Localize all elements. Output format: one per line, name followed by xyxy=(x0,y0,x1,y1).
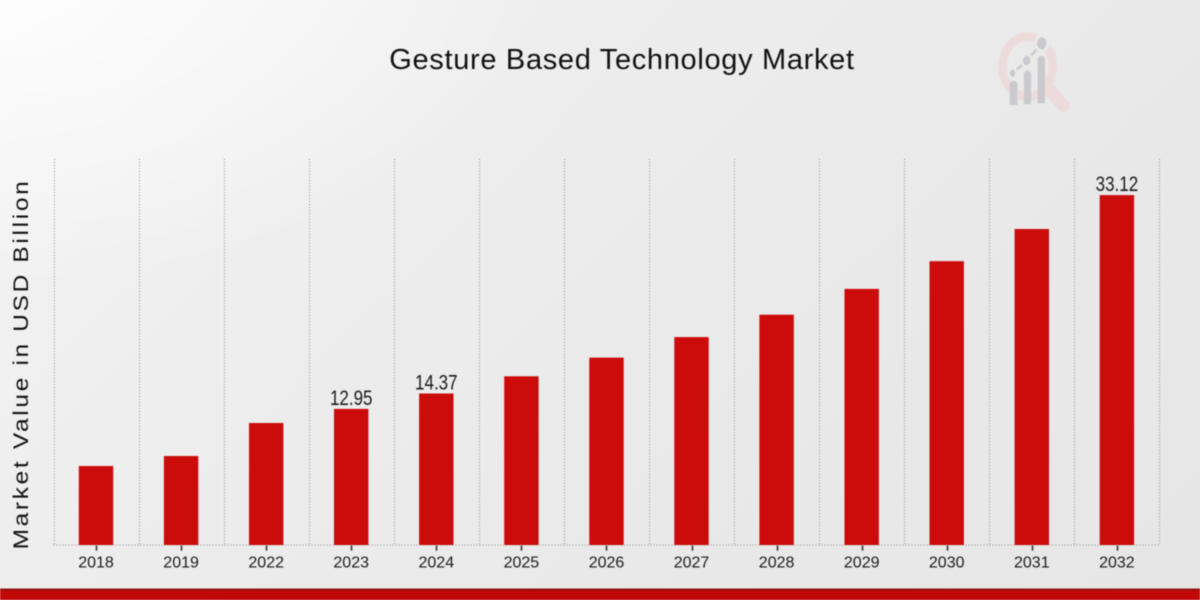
svg-text:2028: 2028 xyxy=(759,555,795,572)
svg-text:2022: 2022 xyxy=(248,555,284,572)
svg-text:33.12: 33.12 xyxy=(1096,173,1139,196)
svg-text:2019: 2019 xyxy=(163,555,199,572)
svg-text:2024: 2024 xyxy=(419,555,455,572)
svg-text:2018: 2018 xyxy=(78,555,114,572)
svg-text:2031: 2031 xyxy=(1014,555,1050,572)
svg-text:Market Value in USD Billion: Market Value in USD Billion xyxy=(9,179,33,550)
svg-text:2026: 2026 xyxy=(589,555,625,572)
svg-text:14.37: 14.37 xyxy=(415,372,458,395)
svg-text:2030: 2030 xyxy=(929,555,965,572)
svg-text:12.95: 12.95 xyxy=(330,387,373,410)
svg-text:2027: 2027 xyxy=(674,555,710,572)
svg-text:2032: 2032 xyxy=(1099,555,1135,572)
svg-text:2023: 2023 xyxy=(333,555,369,572)
svg-text:Gesture Based Technology Marke: Gesture Based Technology Market xyxy=(389,44,854,76)
svg-text:2029: 2029 xyxy=(844,555,880,572)
svg-text:2025: 2025 xyxy=(504,555,540,572)
